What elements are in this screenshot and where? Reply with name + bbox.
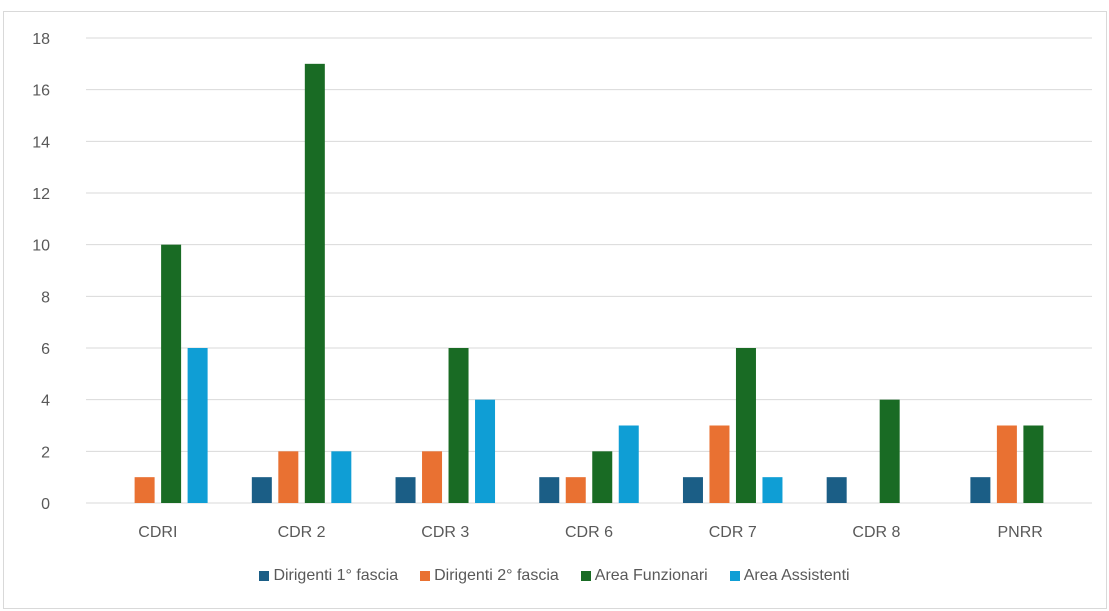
bar-cdr-6-series-3 bbox=[618, 425, 639, 503]
bar-cdr-8-series-2 bbox=[879, 399, 900, 503]
bar-cdr-7-series-3 bbox=[762, 477, 783, 503]
legend-label: Dirigenti 2° fascia bbox=[434, 567, 559, 584]
bar-cdr-2-series-1 bbox=[278, 451, 299, 503]
bar-cdr-3-series-3 bbox=[475, 399, 496, 503]
bar-cdr-6-series-1 bbox=[565, 477, 586, 503]
y-tick-label: 8 bbox=[41, 289, 50, 306]
bar-cdri-series-3 bbox=[187, 348, 208, 503]
x-tick-label: CDR 2 bbox=[278, 524, 326, 541]
bar-cdr-3-series-0 bbox=[395, 477, 416, 503]
bar-cdr-2-series-3 bbox=[331, 451, 352, 503]
x-tick-label: CDRI bbox=[138, 524, 177, 541]
bar-cdri-series-2 bbox=[161, 244, 182, 503]
bar-cdr-6-series-0 bbox=[539, 477, 560, 503]
legend-item: Area Assistenti bbox=[729, 567, 850, 585]
y-tick-label: 18 bbox=[32, 31, 50, 48]
bar-cdr-2-series-2 bbox=[304, 63, 325, 503]
legend-item: Dirigenti 1° fascia bbox=[259, 567, 398, 585]
legend-swatch bbox=[580, 571, 591, 581]
x-tick-label: PNRR bbox=[997, 524, 1042, 541]
y-tick-label: 4 bbox=[41, 393, 50, 410]
y-tick-label: 12 bbox=[32, 186, 50, 203]
x-tick-label: CDR 6 bbox=[565, 524, 613, 541]
bar-cdr-8-series-0 bbox=[826, 477, 847, 503]
bar-pnrr-series-1 bbox=[996, 425, 1017, 503]
chart-frame bbox=[3, 11, 1107, 609]
bar-cdr-7-series-2 bbox=[735, 348, 756, 503]
bar-cdr-6-series-2 bbox=[592, 451, 613, 503]
legend-label: Dirigenti 1° fascia bbox=[273, 567, 399, 584]
legend-item: Area Funzionari bbox=[580, 567, 708, 585]
x-tick-label: CDR 8 bbox=[852, 524, 900, 541]
y-tick-label: 14 bbox=[32, 134, 50, 151]
y-tick-label: 16 bbox=[32, 83, 50, 100]
x-tick-label: CDR 7 bbox=[709, 524, 757, 541]
y-tick-label: 10 bbox=[32, 238, 50, 255]
legend-label: Area Funzionari bbox=[594, 567, 708, 584]
bar-pnrr-series-2 bbox=[1023, 425, 1044, 503]
y-tick-label: 6 bbox=[41, 341, 50, 358]
bar-pnrr-series-0 bbox=[970, 477, 991, 503]
legend-swatch bbox=[420, 571, 431, 581]
y-tick-label: 0 bbox=[41, 496, 50, 513]
legend-swatch bbox=[729, 571, 740, 581]
x-tick-label: CDR 3 bbox=[421, 524, 469, 541]
bar-cdri-series-1 bbox=[134, 477, 155, 503]
legend-label: Area Assistenti bbox=[743, 567, 850, 584]
legend-swatch bbox=[259, 571, 270, 581]
chart-legend: Dirigenti 1° fascia Dirigenti 2° fascia Ar… bbox=[0, 567, 1109, 585]
bar-cdr-7-series-0 bbox=[682, 477, 703, 503]
bar-cdr-2-series-0 bbox=[251, 477, 272, 503]
bar-cdr-3-series-1 bbox=[422, 451, 443, 503]
bar-cdr-7-series-1 bbox=[709, 425, 730, 503]
y-tick-label: 2 bbox=[41, 444, 50, 461]
legend-item: Dirigenti 2° fascia bbox=[420, 567, 559, 585]
bar-cdr-3-series-2 bbox=[448, 348, 469, 503]
